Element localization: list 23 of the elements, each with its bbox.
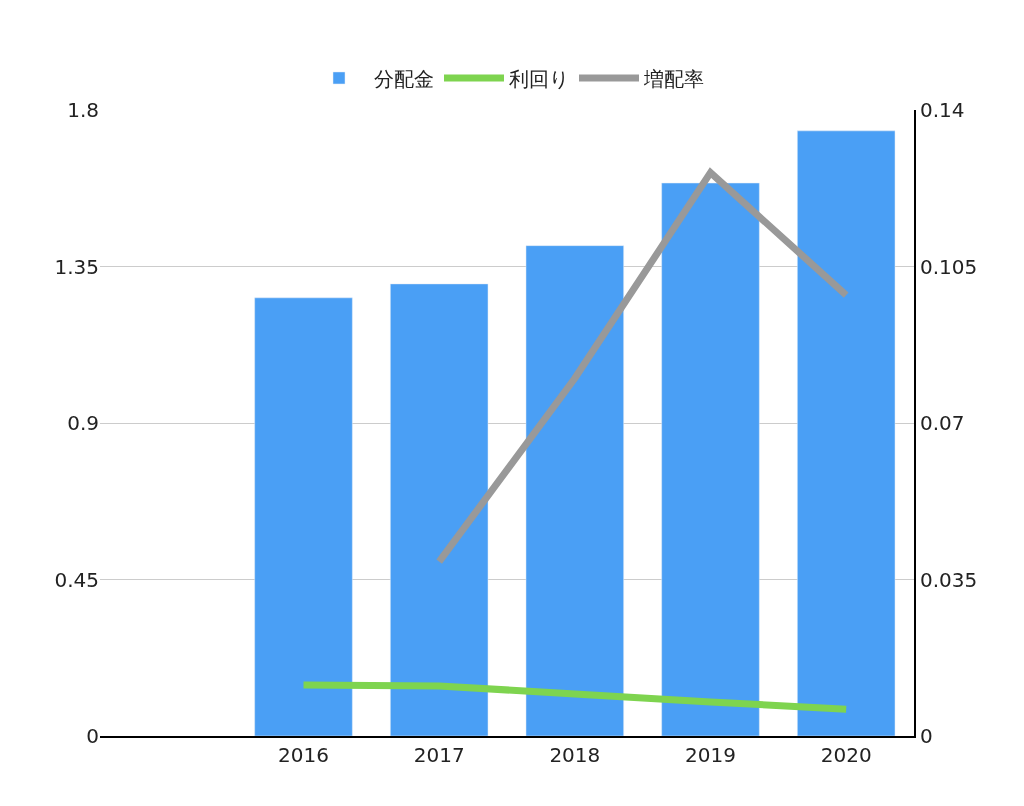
y2-tick-label: 0.07: [920, 411, 965, 435]
bar: [525, 245, 624, 736]
legend-label: 増配率: [643, 66, 704, 91]
y-tick-label: 0.45: [54, 567, 99, 592]
bar: [797, 130, 896, 736]
x-tick-label: 2019: [685, 743, 736, 767]
y-tick-label: 0: [86, 724, 99, 748]
bar: [661, 182, 760, 736]
bar: [390, 283, 489, 736]
y-tick-label: 1.35: [54, 254, 99, 279]
x-tick-label: 2017: [413, 743, 465, 767]
x-tick-label: 2020: [820, 743, 872, 767]
y2-tick-label: 0.105: [920, 254, 978, 279]
y-tick-label: 0.9: [67, 411, 99, 435]
legend-label: 分配金: [374, 66, 434, 91]
legend-label: 利回り: [509, 66, 569, 91]
y2-tick-label: 0: [920, 724, 933, 748]
x-tick-label: 2016: [278, 743, 329, 767]
y2-tick-label: 0.14: [920, 98, 965, 122]
x-tick-label: 2018: [549, 743, 601, 767]
bar: [254, 297, 353, 736]
y2-tick-label: 0.035: [920, 567, 978, 592]
y-tick-label: 1.8: [67, 98, 99, 122]
